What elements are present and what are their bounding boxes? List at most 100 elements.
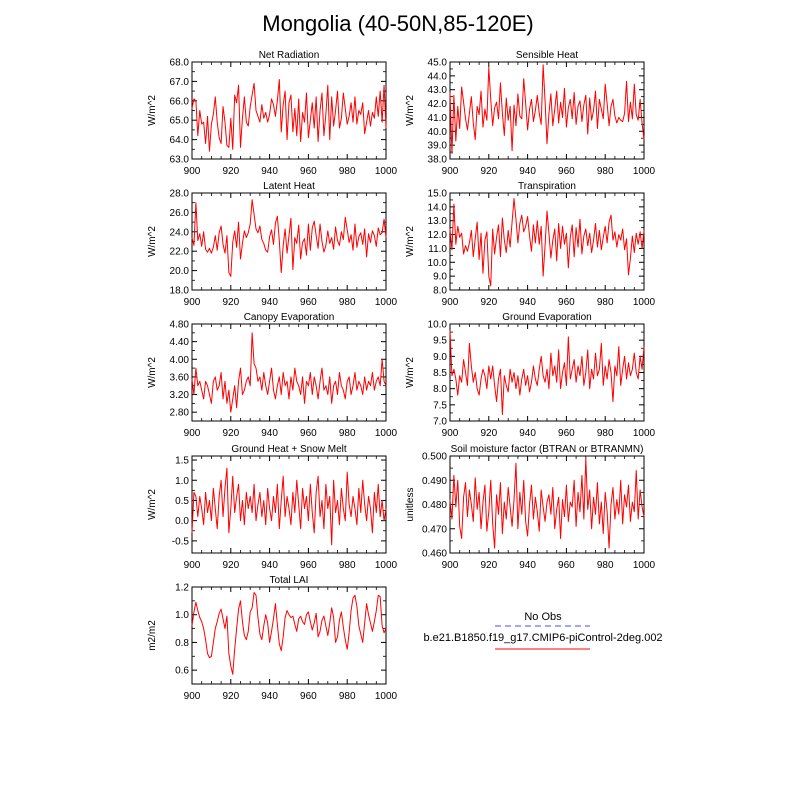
x-tick-label: 980 [339, 297, 356, 308]
x-tick-label: 1000 [633, 428, 656, 439]
y-tick-label: 12.0 [428, 230, 448, 241]
x-tick-label: 980 [339, 428, 356, 439]
panel-title: Latent Heat [263, 181, 315, 192]
y-tick-label: 67.0 [170, 77, 190, 88]
x-tick-label: 920 [222, 691, 239, 702]
y-tick-label: 8.0 [433, 384, 447, 395]
y-tick-label: 26.0 [170, 208, 190, 219]
y-tick-label: 3.20 [170, 390, 190, 401]
x-tick-label: 900 [442, 560, 459, 571]
y-axis-label: W/m^2 [147, 226, 158, 257]
x-tick-label: 920 [222, 166, 239, 177]
y-tick-label: 4.80 [170, 320, 190, 331]
x-tick-label: 900 [184, 297, 201, 308]
panel-title: Canopy Evaporation [244, 312, 335, 323]
series-line [191, 78, 387, 152]
x-tick-label: 960 [300, 166, 317, 177]
panel-9: Total LAI m2/m2 900 920 940 960 980 1000 0.6 0.8 1… [147, 575, 398, 702]
series-line [191, 592, 387, 675]
y-tick-label: 14.0 [428, 202, 448, 213]
y-tick-label: 8.5 [433, 368, 447, 379]
y-tick-label: 1.0 [175, 476, 189, 487]
x-tick-label: 960 [558, 297, 575, 308]
x-tick-label: 980 [597, 560, 614, 571]
y-tick-label: 3.60 [170, 372, 190, 383]
y-axis-label: W/m^2 [147, 357, 158, 388]
panel-title: Total LAI [270, 575, 309, 586]
panel-title: Net Radiation [259, 50, 320, 61]
y-tick-label: 42.0 [428, 99, 448, 110]
x-tick-label: 980 [339, 560, 356, 571]
y-tick-label: 68.0 [170, 58, 190, 69]
y-axis-label: W/m^2 [147, 489, 158, 520]
x-tick-label: 900 [184, 428, 201, 439]
x-tick-label: 980 [339, 166, 356, 177]
y-axis-label: W/m^2 [405, 226, 416, 257]
x-tick-label: 960 [300, 560, 317, 571]
x-tick-label: 920 [480, 166, 497, 177]
y-tick-label: 13.0 [428, 216, 448, 227]
x-tick-label: 920 [222, 428, 239, 439]
y-axis-label: unitless [405, 488, 416, 522]
y-tick-label: 8.0 [433, 286, 447, 297]
panel-6: Ground Evaporation W/m^2 900 920 940 960 980 10… [405, 312, 656, 439]
legend: No Obs b.e21.B1850.f19_g17.CMIP6-piContr… [423, 611, 663, 650]
x-tick-label: 960 [300, 428, 317, 439]
y-tick-label: 1.5 [175, 456, 189, 467]
legend-dashed-label: No Obs [524, 611, 562, 623]
series-line [449, 64, 645, 154]
y-tick-label: 7.0 [433, 417, 447, 428]
y-tick-label: -0.5 [172, 536, 190, 547]
y-tick-label: 7.5 [433, 400, 447, 411]
series-line [449, 330, 645, 416]
series-line [449, 198, 645, 287]
y-tick-label: 0.5 [175, 496, 189, 507]
y-tick-label: 0.490 [422, 476, 447, 487]
x-tick-label: 900 [442, 166, 459, 177]
x-tick-label: 940 [261, 691, 278, 702]
legend-solid-label: b.e21.B1850.f19_g17.CMIP6-piControl-2deg… [423, 632, 662, 644]
y-tick-label: 0.6 [175, 666, 189, 677]
x-tick-label: 940 [519, 428, 536, 439]
panel-2: Sensible Heat W/m^2 900 920 940 960 980 1000 38.… [405, 50, 656, 177]
x-tick-label: 920 [480, 560, 497, 571]
x-tick-label: 900 [184, 560, 201, 571]
y-tick-label: 1.0 [175, 610, 189, 621]
y-tick-label: 66.0 [170, 96, 190, 107]
x-tick-label: 940 [261, 297, 278, 308]
panel-4: Transpiration W/m^2 900 920 940 960 980 1000 8.0… [405, 181, 656, 308]
y-tick-label: 4.40 [170, 337, 190, 348]
x-tick-label: 940 [261, 428, 278, 439]
panel-5: Canopy Evaporation W/m^2 900 920 940 960 980 10… [147, 312, 398, 439]
series-line [191, 332, 387, 413]
y-tick-label: 41.0 [428, 113, 448, 124]
x-tick-label: 900 [184, 166, 201, 177]
y-tick-label: 4.00 [170, 355, 190, 366]
x-tick-label: 940 [519, 166, 536, 177]
y-tick-label: 44.0 [428, 71, 448, 82]
x-tick-label: 1000 [375, 691, 398, 702]
y-tick-label: 45.0 [428, 58, 448, 69]
y-tick-label: 0.460 [422, 549, 447, 560]
panel-7: Ground Heat + Snow Melt W/m^2 900 920 940 960… [147, 444, 398, 571]
y-tick-label: 0.480 [422, 500, 447, 511]
x-tick-label: 940 [519, 297, 536, 308]
series-line [191, 467, 387, 546]
x-tick-label: 1000 [375, 428, 398, 439]
x-tick-label: 960 [558, 166, 575, 177]
y-tick-label: 40.0 [428, 127, 448, 138]
panel-3: Latent Heat W/m^2 900 920 940 960 980 1000 18.0 2… [147, 181, 398, 308]
y-tick-label: 0.0 [175, 516, 189, 527]
panel-title: Ground Heat + Snow Melt [231, 444, 347, 455]
x-tick-label: 1000 [633, 297, 656, 308]
y-axis-label: m2/m2 [147, 620, 158, 651]
y-tick-label: 24.0 [170, 227, 190, 238]
x-tick-label: 1000 [633, 166, 656, 177]
y-tick-label: 39.0 [428, 141, 448, 152]
y-tick-label: 20.0 [170, 266, 190, 277]
x-tick-label: 980 [597, 297, 614, 308]
x-tick-label: 960 [558, 560, 575, 571]
x-tick-label: 1000 [375, 297, 398, 308]
x-tick-label: 960 [558, 428, 575, 439]
